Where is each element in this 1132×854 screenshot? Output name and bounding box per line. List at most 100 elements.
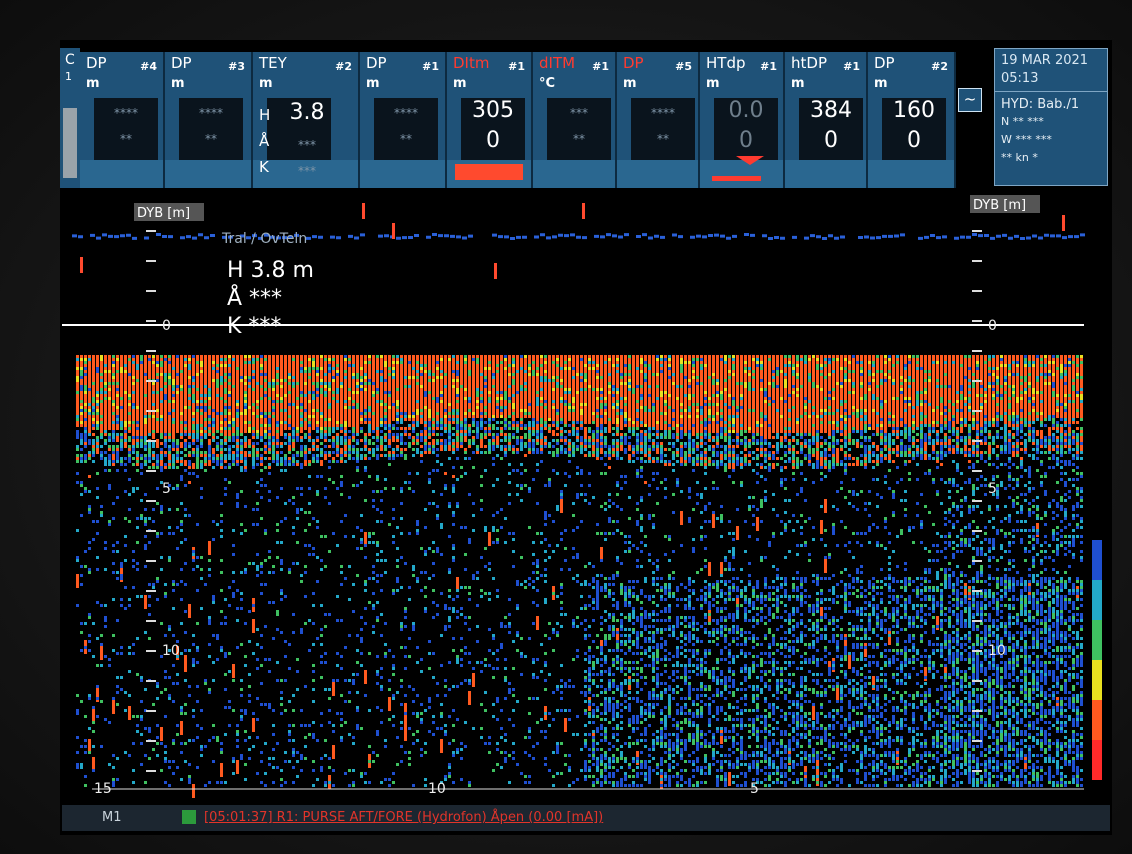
tile-value: **: [374, 132, 438, 146]
tile-index: #1: [592, 60, 609, 73]
tile-value: ****: [179, 106, 243, 120]
tile-index: #1: [508, 60, 525, 73]
tile-label: DP: [874, 54, 895, 72]
echo-spot: [1062, 215, 1065, 231]
time: 05:13: [1001, 71, 1038, 86]
status-message: [05:01:37] R1: PURSE AFT/FORE (Hydrofon)…: [204, 810, 603, 825]
depth-label: 10: [162, 643, 180, 659]
color-scale: [1092, 660, 1102, 700]
depth-label: 0: [162, 318, 171, 334]
strip: [533, 160, 615, 188]
tile-label: DP: [86, 54, 107, 72]
echogram: DYB [m] DYB [m] Tral / OvTeln H 3.8 mÅ *** K…: [62, 195, 1110, 803]
header-panel: 19 MAR 2021 05:13 HYD: Bab./1N ** ***W *…: [994, 48, 1108, 186]
echo-spot: [80, 257, 83, 273]
tile-value: 0: [882, 128, 946, 153]
strip: [360, 160, 445, 188]
tile-value: ***: [275, 164, 339, 178]
echo-spot: [362, 203, 365, 219]
row-label: Å: [259, 132, 269, 150]
tile-unit: m: [706, 76, 720, 91]
tile-value: **: [94, 132, 158, 146]
side-bar: [63, 108, 77, 178]
axis-title: DYB [m]: [137, 206, 190, 221]
tile-label: DP: [623, 54, 644, 72]
side-label: C: [65, 52, 75, 68]
readout: Å ***: [227, 284, 282, 311]
tile-index: #1: [760, 60, 777, 73]
tile-label: DP: [366, 54, 387, 72]
tile-index: #2: [931, 60, 948, 73]
tile-index: #4: [140, 60, 157, 73]
tile-unit: m: [366, 76, 380, 91]
tile-value: **: [547, 132, 611, 146]
side-label: 1: [65, 70, 72, 83]
readout: H 3.8 m: [227, 258, 314, 283]
tile-value: ***: [275, 138, 339, 152]
tile-unit: °C: [539, 76, 555, 91]
tile-value: ***: [547, 106, 611, 120]
depth-label: 5: [162, 481, 171, 497]
screen: C 1 DP#4m******DP#3m******TEY#2mHÅK3.8**…: [0, 0, 1132, 854]
tile-label: htDP: [791, 54, 827, 72]
divider: [995, 91, 1107, 92]
echo-spot: [494, 263, 497, 279]
row-label: K: [259, 158, 269, 176]
axis-title: DYB [m]: [973, 198, 1026, 213]
tile-value: ****: [94, 106, 158, 120]
alarm-bar: [712, 176, 761, 181]
color-scale: [1092, 700, 1102, 740]
depth-label: 10: [988, 643, 1006, 659]
tile-value: 0: [461, 128, 525, 153]
color-scale: [1092, 620, 1102, 660]
tile-value: 3.8: [275, 100, 339, 125]
side-panel: C 1: [60, 48, 80, 188]
color-scale: [1092, 580, 1102, 620]
strip: [617, 160, 698, 188]
alarm-chevron: [736, 156, 764, 165]
tile-index: #2: [335, 60, 352, 73]
bottom-label: 15: [94, 781, 112, 797]
bottom-label: 5: [750, 781, 759, 797]
color-scale: [1092, 740, 1102, 780]
tile-value: **: [179, 132, 243, 146]
tile-label: TEY: [259, 54, 287, 72]
tile-label: DItm: [453, 54, 489, 72]
tile-index: #5: [675, 60, 692, 73]
tile-label: dITM: [539, 54, 575, 72]
tile-label: DP: [171, 54, 192, 72]
trawl-label: Tral / OvTeln: [221, 231, 307, 247]
tile-value: 0: [714, 128, 778, 153]
tile-value: 0: [799, 128, 863, 153]
position-line: HYD: Bab./1: [1001, 97, 1079, 112]
row-label: H: [259, 106, 270, 124]
tile-unit: m: [259, 76, 273, 91]
tile-unit: m: [86, 76, 100, 91]
echo-spot: [582, 203, 585, 219]
strip: [785, 160, 866, 188]
depth-label: 5: [988, 481, 997, 497]
depth-label: 0: [988, 318, 997, 334]
tile-unit: m: [874, 76, 888, 91]
strip: [868, 160, 954, 188]
date: 19 MAR 2021: [1001, 53, 1088, 68]
position-line: W *** ***: [1001, 133, 1052, 146]
tile-value: 305: [461, 98, 525, 123]
toggle-button[interactable]: ~: [958, 88, 982, 112]
sensor-tile[interactable]: dITM#1°C*****: [533, 52, 617, 188]
tile-value: 0.0: [714, 98, 778, 123]
position-line: ** kn *: [1001, 151, 1038, 164]
tile-value: 384: [799, 98, 863, 123]
tile-index: #3: [228, 60, 245, 73]
strip: [80, 160, 163, 188]
readout: K ***: [227, 314, 281, 339]
